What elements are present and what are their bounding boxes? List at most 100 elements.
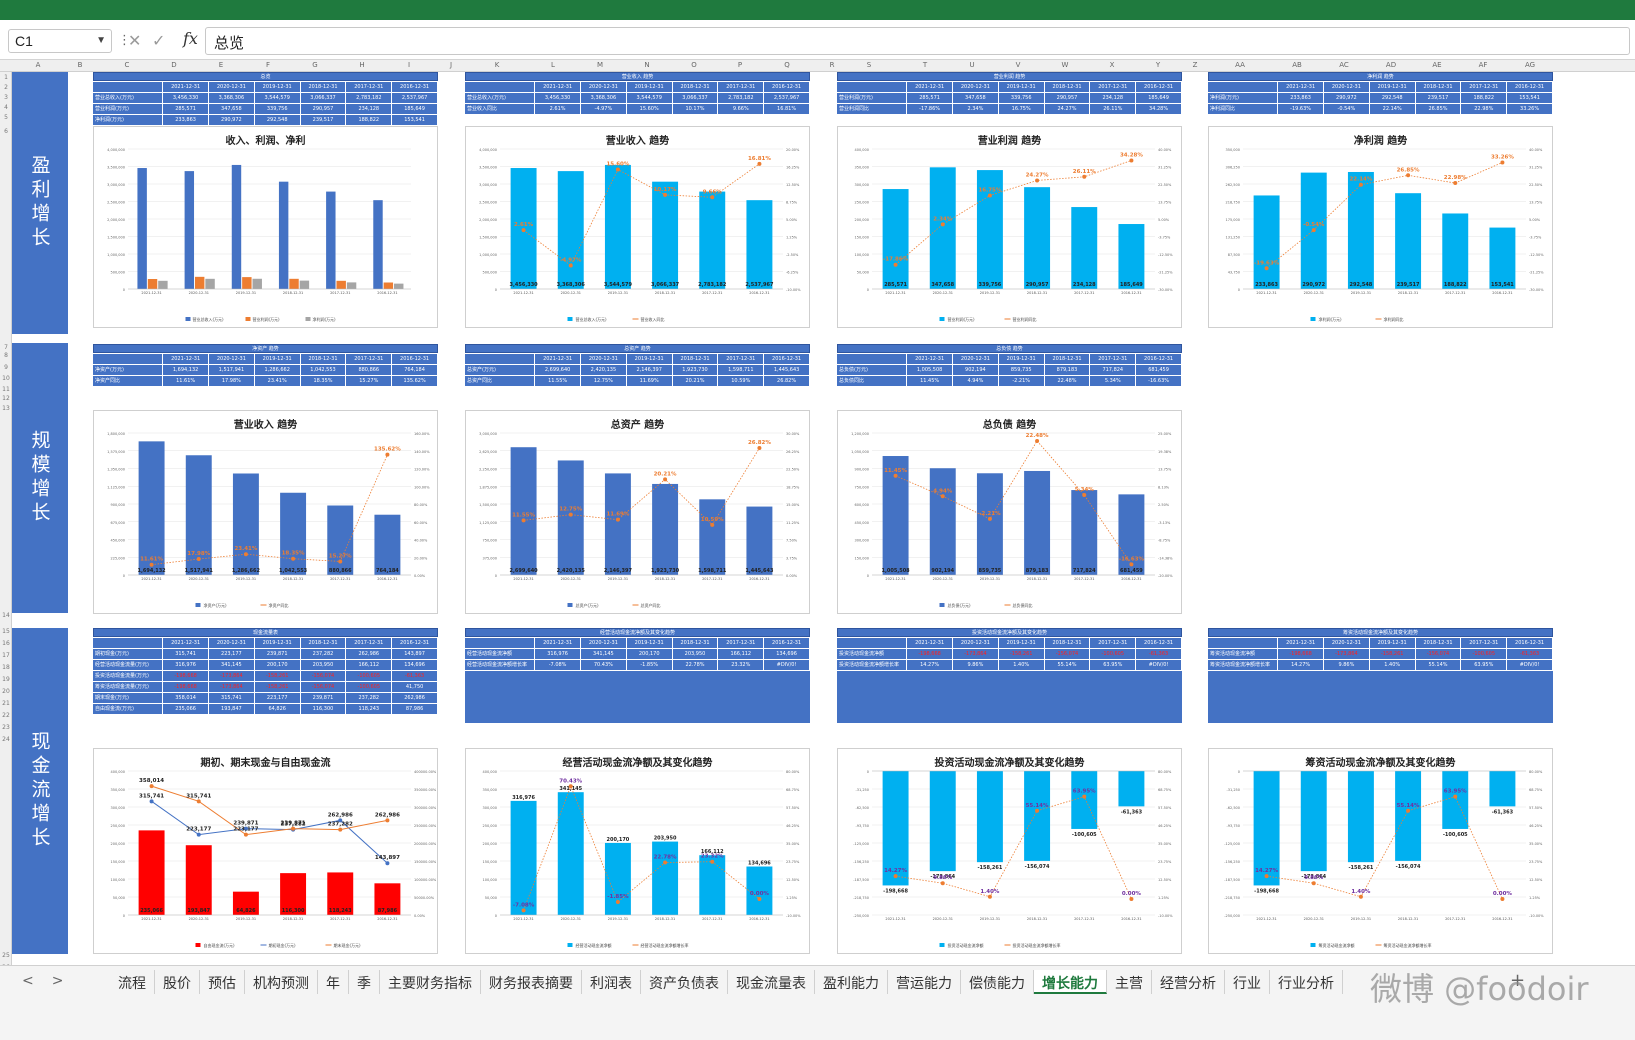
- table-net-profit[interactable]: 净利润 趋势 2021-12-31 2020-12-31 2019-12-31 2018…: [1208, 72, 1553, 114]
- table-cell[interactable]: 262,986: [392, 693, 437, 703]
- header-cell[interactable]: 2019-12-31: [254, 638, 300, 648]
- table-cell[interactable]: 1,005,508: [907, 365, 952, 375]
- formula-input[interactable]: 总览: [205, 27, 1630, 55]
- header-cell[interactable]: [1208, 82, 1278, 92]
- table-cell[interactable]: 880,866: [346, 365, 392, 375]
- table-cell[interactable]: 239,871: [254, 649, 300, 659]
- table-cell[interactable]: -158,261: [1369, 649, 1415, 659]
- header-cell[interactable]: 2018-12-31: [300, 638, 346, 648]
- table-cell[interactable]: 2,537,967: [764, 93, 809, 103]
- header-cell[interactable]: 2019-12-31: [998, 638, 1044, 648]
- table-cell[interactable]: 3,456,330: [535, 93, 580, 103]
- row-label[interactable]: 营业总收入(万元): [93, 93, 163, 103]
- header-cell[interactable]: [837, 638, 907, 648]
- column-header[interactable]: W: [1061, 61, 1069, 69]
- sheet-tab[interactable]: 主要财务指标: [380, 970, 481, 994]
- table-cell[interactable]: 1,042,553: [300, 365, 346, 375]
- table-cell[interactable]: 200,170: [254, 660, 300, 670]
- sheet-tab[interactable]: 盈利能力: [815, 970, 888, 994]
- row-header[interactable]: 4: [4, 104, 8, 111]
- table-cell[interactable]: 234,128: [1090, 93, 1136, 103]
- row-label[interactable]: 总资产同比: [465, 376, 535, 386]
- table-cell[interactable]: -100,605: [346, 682, 392, 692]
- header-cell[interactable]: 2019-12-31: [1369, 638, 1415, 648]
- table-cell[interactable]: 3,368,306: [581, 93, 626, 103]
- table-cell[interactable]: 315,741: [209, 693, 254, 703]
- row-label[interactable]: 期末现金(万元): [93, 693, 163, 703]
- table-cell[interactable]: -158,261: [998, 649, 1044, 659]
- column-header[interactable]: AG: [1524, 61, 1536, 69]
- header-cell[interactable]: 2017-12-31: [718, 82, 764, 92]
- header-cell[interactable]: [837, 82, 907, 92]
- table-cell[interactable]: 233,863: [1278, 93, 1323, 103]
- header-cell[interactable]: 2018-12-31: [300, 354, 346, 364]
- chevron-down-icon[interactable]: ▼: [96, 35, 106, 46]
- table-cell[interactable]: 285,571: [163, 104, 208, 114]
- row-header[interactable]: 8: [4, 352, 8, 359]
- column-header[interactable]: Z: [1192, 61, 1198, 69]
- table-cell[interactable]: 1,923,730: [672, 365, 718, 375]
- row-header[interactable]: 21: [2, 700, 10, 707]
- table-cell[interactable]: 23.32%: [718, 660, 764, 670]
- header-cell[interactable]: 2018-12-31: [300, 82, 346, 92]
- header-cell[interactable]: 2016-12-31: [392, 354, 437, 364]
- sheet-tab[interactable]: 股价: [155, 970, 200, 994]
- table-cell[interactable]: 239,871: [300, 693, 346, 703]
- header-cell[interactable]: 2016-12-31: [1136, 354, 1181, 364]
- table-cell[interactable]: 1,445,643: [764, 365, 809, 375]
- column-header[interactable]: E: [218, 61, 224, 69]
- row-header[interactable]: 12: [2, 395, 10, 402]
- header-cell[interactable]: 2021-12-31: [907, 638, 952, 648]
- name-box[interactable]: C1 ▼: [8, 29, 112, 53]
- table-cell[interactable]: 63.95%: [1090, 660, 1136, 670]
- table-cell[interactable]: -61,363: [392, 671, 437, 681]
- table-cell[interactable]: 764,184: [392, 365, 437, 375]
- row-header[interactable]: 6: [4, 128, 8, 135]
- table-cell[interactable]: 262,986: [346, 649, 392, 659]
- table-cell[interactable]: 70.43%: [581, 660, 626, 670]
- table-cell[interactable]: 87,986: [392, 704, 437, 714]
- header-cell[interactable]: 2020-12-31: [209, 354, 254, 364]
- header-cell[interactable]: 2016-12-31: [392, 638, 437, 648]
- table-cell[interactable]: 290,957: [1044, 93, 1090, 103]
- row-label[interactable]: 总负债(万元): [837, 365, 907, 375]
- row-label[interactable]: 经营活动现金流净额: [465, 649, 535, 659]
- row-label[interactable]: 投资活动现金流净额增长率: [837, 660, 907, 670]
- table-cell[interactable]: 11.61%: [163, 376, 208, 386]
- table-cell[interactable]: 22.14%: [1369, 104, 1415, 114]
- column-header[interactable]: P: [737, 61, 743, 69]
- table-cell[interactable]: 2,783,182: [346, 93, 392, 103]
- table-cell[interactable]: 2,146,397: [626, 365, 672, 375]
- row-header[interactable]: 18: [2, 664, 10, 671]
- table-cell[interactable]: 18.35%: [300, 376, 346, 386]
- column-header[interactable]: C: [124, 61, 130, 69]
- header-cell[interactable]: 2016-12-31: [392, 82, 437, 92]
- table-cell[interactable]: 11.55%: [535, 376, 580, 386]
- sheet-tab[interactable]: 财务报表摘要: [481, 970, 582, 994]
- column-header[interactable]: AB: [1292, 61, 1302, 69]
- table-cell[interactable]: 34.28%: [1136, 104, 1181, 114]
- row-label[interactable]: 总负债同比: [837, 376, 907, 386]
- table-cell[interactable]: 153,541: [1507, 93, 1552, 103]
- chart-revenue-profit[interactable]: 收入、利润、净利 4,000,000 3,500,000 3,000,000 2,500…: [93, 126, 438, 328]
- chevron-left-icon[interactable]: <: [22, 973, 52, 989]
- header-cell[interactable]: 2019-12-31: [626, 638, 672, 648]
- column-header[interactable]: Y: [1155, 61, 1161, 69]
- table-cell[interactable]: 203,950: [672, 649, 718, 659]
- sheet-tab[interactable]: 增长能力: [1034, 970, 1107, 994]
- table-cell[interactable]: 9.66%: [718, 104, 764, 114]
- table-cell[interactable]: -156,074: [1044, 649, 1090, 659]
- table-cell[interactable]: 223,177: [209, 649, 254, 659]
- column-header[interactable]: U: [969, 61, 975, 69]
- table-cell[interactable]: 316,976: [163, 660, 208, 670]
- column-header[interactable]: AC: [1339, 61, 1349, 69]
- row-header[interactable]: 1: [4, 74, 8, 81]
- column-header[interactable]: D: [171, 61, 177, 69]
- chart-total-assets-trend[interactable]: 总资产 趋势 3,000,000 2,625,000 2,250,000 1,875,0…: [465, 410, 810, 614]
- table-cell[interactable]: -17.86%: [907, 104, 952, 114]
- column-header[interactable]: M: [596, 61, 604, 69]
- header-cell[interactable]: [93, 354, 163, 364]
- header-cell[interactable]: 2021-12-31: [163, 82, 208, 92]
- row-label[interactable]: 净利润同比: [1208, 104, 1278, 114]
- column-header[interactable]: N: [644, 61, 650, 69]
